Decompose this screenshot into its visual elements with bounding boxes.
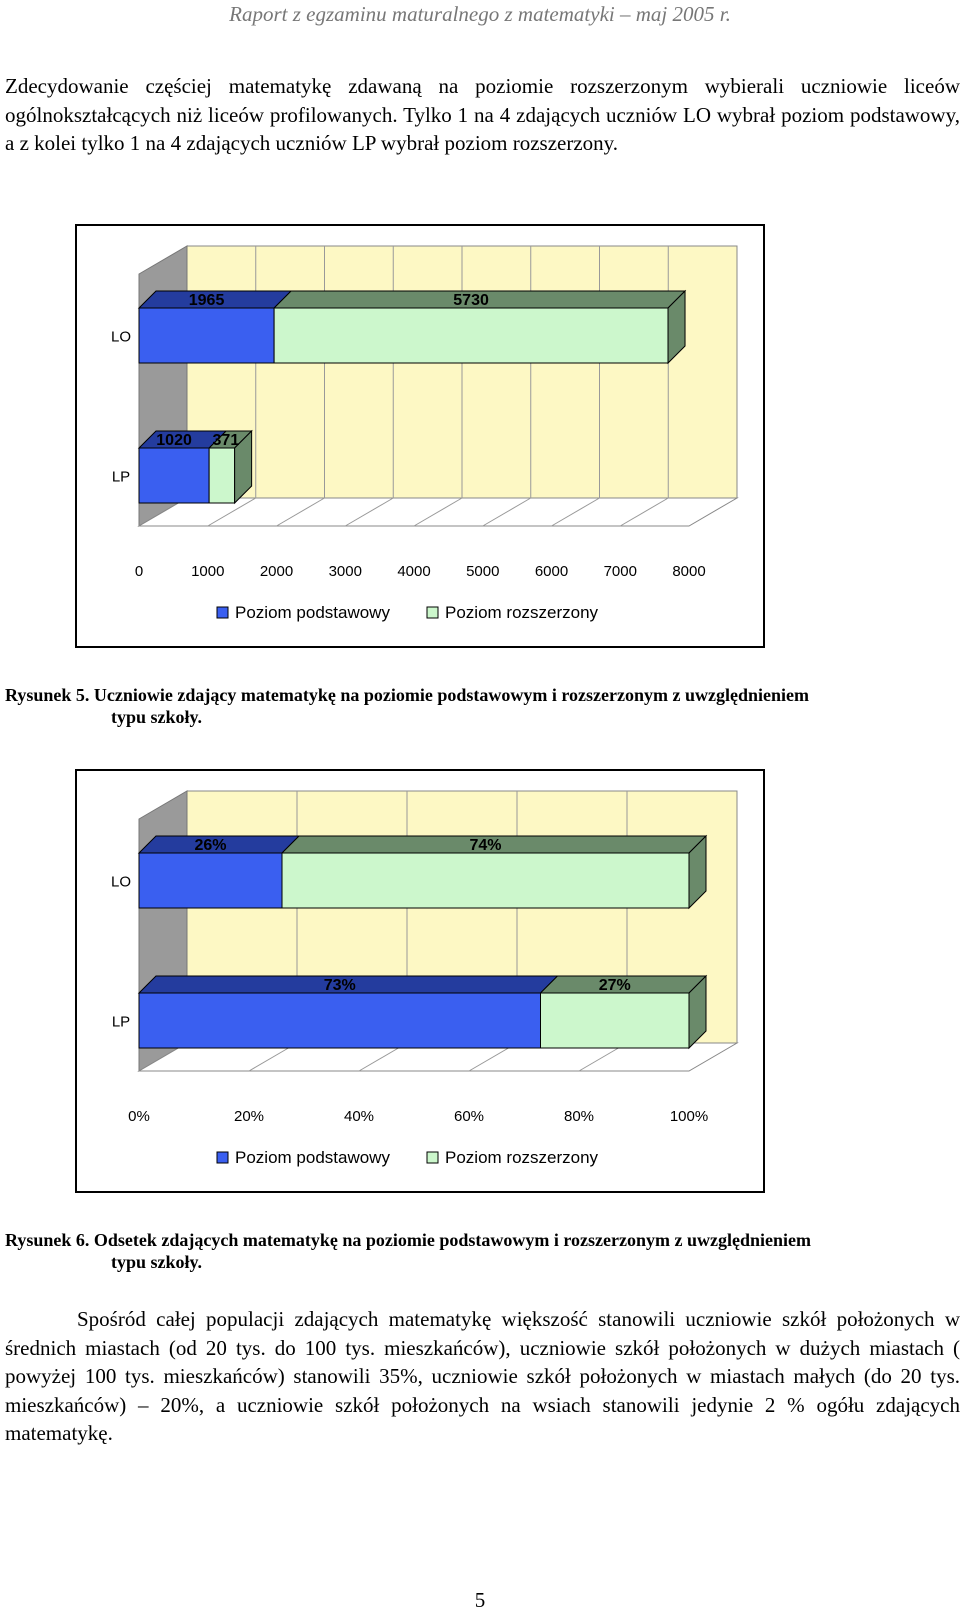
x-tick-label: 40%	[344, 1108, 374, 1125]
legend-label: Poziom rozszerzony	[445, 1148, 599, 1167]
x-tick-label: 20%	[234, 1108, 264, 1125]
x-tick-label: 6000	[535, 563, 568, 580]
x-tick-label: 60%	[454, 1108, 484, 1125]
page-number: 5	[474, 1588, 486, 1612]
figure-6-label: Rysunek 6.	[5, 1230, 90, 1250]
bar-side-face	[234, 429, 253, 505]
legend-swatch	[216, 606, 229, 619]
x-tick-label: 0	[135, 563, 143, 580]
bar-side-face	[688, 834, 707, 910]
floor-gridline	[207, 497, 257, 527]
x-tick-label: 7000	[604, 563, 637, 580]
figure-5-caption: Rysunek 5. Uczniowie zdający matematykę …	[5, 684, 960, 728]
bar-poziom-podstawowy	[138, 992, 541, 1049]
legend-label: Poziom podstawowy	[235, 1148, 390, 1167]
legend-swatch	[426, 606, 439, 619]
x-tick-label: 100%	[670, 1108, 708, 1125]
floor-gridline	[619, 497, 669, 527]
x-tick-label: 2000	[260, 563, 293, 580]
bar-poziom-rozszerzony	[208, 447, 236, 504]
category-label: LP	[112, 469, 130, 486]
bar-poziom-rozszerzony	[273, 307, 669, 364]
x-tick-label: 1000	[191, 563, 224, 580]
data-label: 371	[213, 432, 240, 449]
floor-gridline	[482, 497, 532, 527]
plot-floor	[137, 1042, 739, 1072]
data-label: 5730	[453, 292, 489, 309]
x-tick-label: 80%	[564, 1108, 594, 1125]
figure-6-chart-svg: 0% 20% 40% 60% 80% 100% LO 26% 74% LP 73% 27% Poziom…	[111, 790, 739, 1167]
category-label: LO	[111, 329, 131, 346]
x-tick-label: 4000	[397, 563, 430, 580]
figure-5-caption-line1: Uczniowie zdający matematykę na poziomie…	[93, 685, 809, 705]
category-label: LO	[111, 874, 131, 891]
figure-6-caption-line2: typu szkoły.	[111, 1252, 203, 1272]
data-label: 74%	[469, 837, 501, 854]
intro-paragraph: Zdecydowanie częściej matematykę zdawaną…	[5, 74, 960, 155]
bar-poziom-podstawowy	[138, 447, 210, 504]
figure-6-caption-line1: Odsetek zdających matematykę na poziomie…	[93, 1230, 811, 1250]
bar-poziom-rozszerzony	[281, 852, 690, 909]
page-header-title: Raport z egzaminu maturalnego z matematy…	[229, 2, 731, 26]
floor-gridline	[276, 497, 325, 527]
figure-6-caption: Rysunek 6. Odsetek zdających matematykę …	[5, 1229, 960, 1273]
x-tick-label: 8000	[672, 563, 705, 580]
x-tick-label: 3000	[329, 563, 362, 580]
data-label: 27%	[599, 977, 631, 994]
data-label: 73%	[324, 977, 356, 994]
legend-swatch	[426, 1151, 439, 1164]
category-label: LP	[112, 1014, 130, 1031]
population-paragraph-text: Spośród całej populacji zdających matema…	[5, 1307, 960, 1445]
figure-5-chart: 0 1000 2000 3000 4000 5000 6000 7000 8000 LO 1965 5…	[75, 224, 765, 648]
data-label: 1965	[189, 292, 225, 309]
legend-swatch	[216, 1151, 229, 1164]
bar-poziom-rozszerzony	[540, 992, 690, 1049]
legend-label: Poziom podstawowy	[235, 603, 390, 622]
population-paragraph: Spośród całej populacji zdających matema…	[5, 1305, 960, 1448]
data-label: 1020	[156, 432, 192, 449]
figure-6-chart: 0% 20% 40% 60% 80% 100% LO 26% 74% LP 73% 27% Poziom…	[75, 769, 765, 1193]
floor-gridline	[344, 497, 394, 527]
x-tick-label: 0%	[128, 1108, 150, 1125]
bar-side-face	[667, 289, 686, 365]
floor-gridline	[551, 497, 600, 527]
bar-poziom-podstawowy	[138, 307, 275, 364]
floor-gridline	[413, 497, 463, 527]
bar-poziom-podstawowy	[138, 852, 283, 909]
figure-5-label: Rysunek 5.	[5, 685, 90, 705]
data-label: 26%	[194, 837, 226, 854]
figure-5-caption-line2: typu szkoły.	[111, 707, 203, 727]
x-tick-label: 5000	[466, 563, 499, 580]
figure-5-chart-svg: 0 1000 2000 3000 4000 5000 6000 7000 8000 LO 1965 5…	[111, 245, 739, 622]
legend-label: Poziom rozszerzony	[445, 603, 599, 622]
bar-side-face	[688, 974, 707, 1050]
